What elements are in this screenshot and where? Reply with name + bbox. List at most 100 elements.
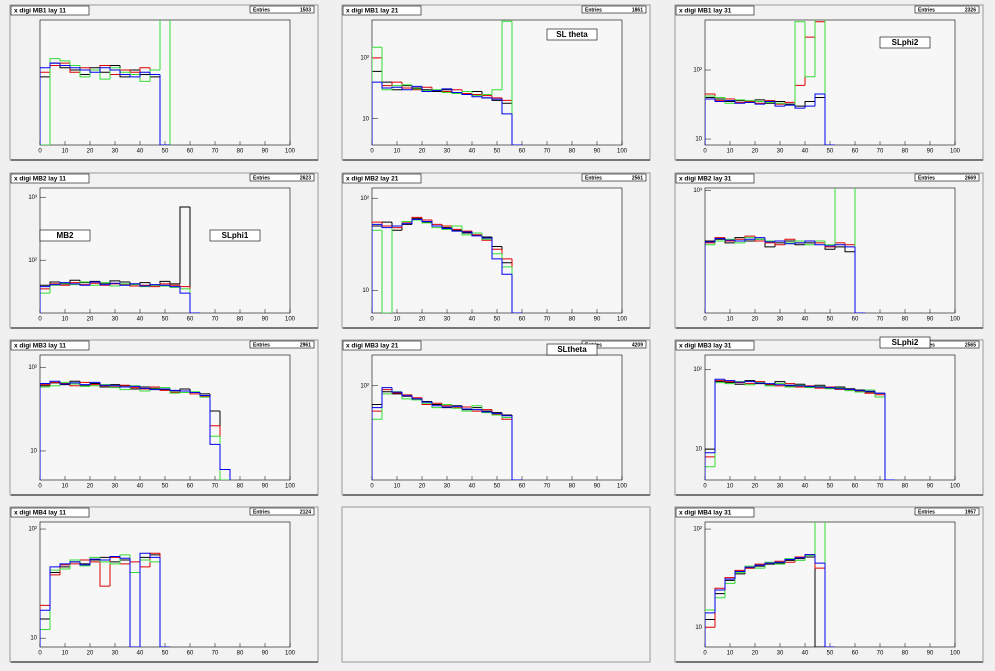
histogram-bin	[511, 274, 522, 313]
histogram-bin	[149, 553, 160, 558]
x-tick-label: 70	[544, 484, 551, 490]
histogram-bin	[219, 444, 231, 480]
histogram-bin	[461, 225, 472, 236]
histogram-bin	[69, 559, 80, 570]
x-tick-label: 90	[927, 317, 934, 323]
histogram-bin	[511, 113, 522, 145]
histogram-bin	[381, 224, 392, 229]
histogram-bin	[129, 558, 140, 647]
histograms	[372, 387, 522, 480]
histogram-bin	[784, 558, 795, 563]
histogram-bin	[824, 386, 835, 389]
histogram-bin	[49, 58, 60, 145]
histogram-bin	[705, 456, 715, 480]
histogram-bin	[79, 382, 90, 386]
stats-label: Entries	[585, 175, 602, 181]
histogram-bin	[814, 556, 825, 647]
histogram-bin	[481, 409, 492, 413]
histogram-bin	[461, 406, 472, 410]
histogram-bin	[814, 522, 816, 556]
histograms	[705, 188, 865, 313]
histogram-bin	[714, 99, 725, 102]
stats-entries: 2561	[632, 175, 643, 181]
x-tick-label: 0	[703, 149, 707, 155]
histogram-bin	[129, 385, 140, 390]
plot-frame	[704, 354, 956, 481]
histogram-bin	[372, 70, 382, 145]
histogram-bin	[451, 88, 462, 93]
histogram-bin	[149, 560, 160, 563]
x-tick-label: 20	[87, 484, 94, 490]
histogram-bin	[159, 20, 171, 145]
histogram-bin	[705, 98, 715, 145]
histogram-bin	[391, 86, 402, 89]
x-tick-label: 10	[394, 484, 401, 490]
histogram-bin	[511, 415, 522, 480]
histogram-bin	[381, 387, 392, 408]
histogram-bin	[40, 604, 50, 647]
histograms	[705, 522, 835, 647]
histogram-bin	[804, 21, 815, 78]
x-tick-label: 0	[38, 149, 42, 155]
x-tick-label: 70	[212, 317, 219, 323]
title-box	[10, 5, 90, 16]
x-tick-label: 40	[469, 317, 476, 323]
histogram-bin	[481, 232, 492, 240]
histogram-bin	[431, 402, 442, 407]
histogram-bin	[40, 609, 50, 647]
histogram-bin	[705, 619, 715, 647]
histogram-bin	[99, 282, 110, 286]
histogram-bin	[784, 240, 795, 245]
stats-box	[914, 173, 980, 182]
x-tick-label: 100	[617, 149, 628, 155]
pad: 0 10 20 30 40 50 60 70 80 90 100 10 10² x digi MB1 la…	[341, 4, 651, 161]
title-box	[342, 173, 422, 184]
histogram-bin	[705, 452, 715, 480]
x-tick-label: 30	[777, 317, 784, 323]
histogram-bin	[774, 101, 785, 107]
histogram-bin	[381, 47, 392, 91]
histogram-bin	[431, 90, 442, 92]
histogram-bin	[119, 70, 130, 76]
histogram-bin	[79, 561, 90, 566]
stats-box	[249, 5, 315, 14]
plot-frame	[39, 521, 291, 648]
x-tick-label: 30	[777, 149, 784, 155]
histogram-bin	[824, 563, 835, 647]
histogram-bin	[491, 89, 502, 95]
x-tick-label: 0	[703, 651, 707, 657]
histogram-bin	[40, 385, 50, 480]
empty-pad	[341, 506, 651, 663]
histogram-bin	[764, 561, 775, 569]
histogram-bin	[139, 552, 150, 647]
stats-box	[914, 507, 980, 516]
histogram-bin	[705, 466, 715, 480]
title-box	[342, 5, 422, 16]
histogram-bin	[99, 70, 110, 80]
histogram-bin	[471, 232, 482, 237]
x-tick-label: 50	[827, 484, 834, 490]
histogram-bin	[834, 188, 836, 245]
histogram-bin	[705, 240, 715, 313]
x-tick-label: 20	[419, 317, 426, 323]
x-tick-label: 60	[852, 317, 859, 323]
histogram-bin	[834, 387, 845, 390]
stats-box	[581, 5, 647, 14]
histogram-bin	[129, 74, 140, 78]
histogram-bin	[884, 393, 895, 480]
histogram-bin	[109, 556, 120, 561]
x-tick-label: 90	[594, 317, 601, 323]
histogram-bin	[149, 284, 160, 286]
annotation: SLphi2	[892, 38, 919, 47]
stats-entries: 1957	[965, 509, 976, 515]
histogram-bin	[451, 404, 462, 409]
x-tick-label: 60	[187, 484, 194, 490]
histogram-bin	[784, 384, 795, 386]
histogram-bin	[411, 85, 422, 90]
histogram-bin	[844, 246, 855, 253]
histogram-bin	[40, 76, 50, 145]
histogram-bin	[109, 282, 120, 285]
histogram-bin	[69, 282, 80, 285]
y-tick-label: 10²	[360, 196, 369, 202]
histogram-bin	[139, 71, 150, 77]
